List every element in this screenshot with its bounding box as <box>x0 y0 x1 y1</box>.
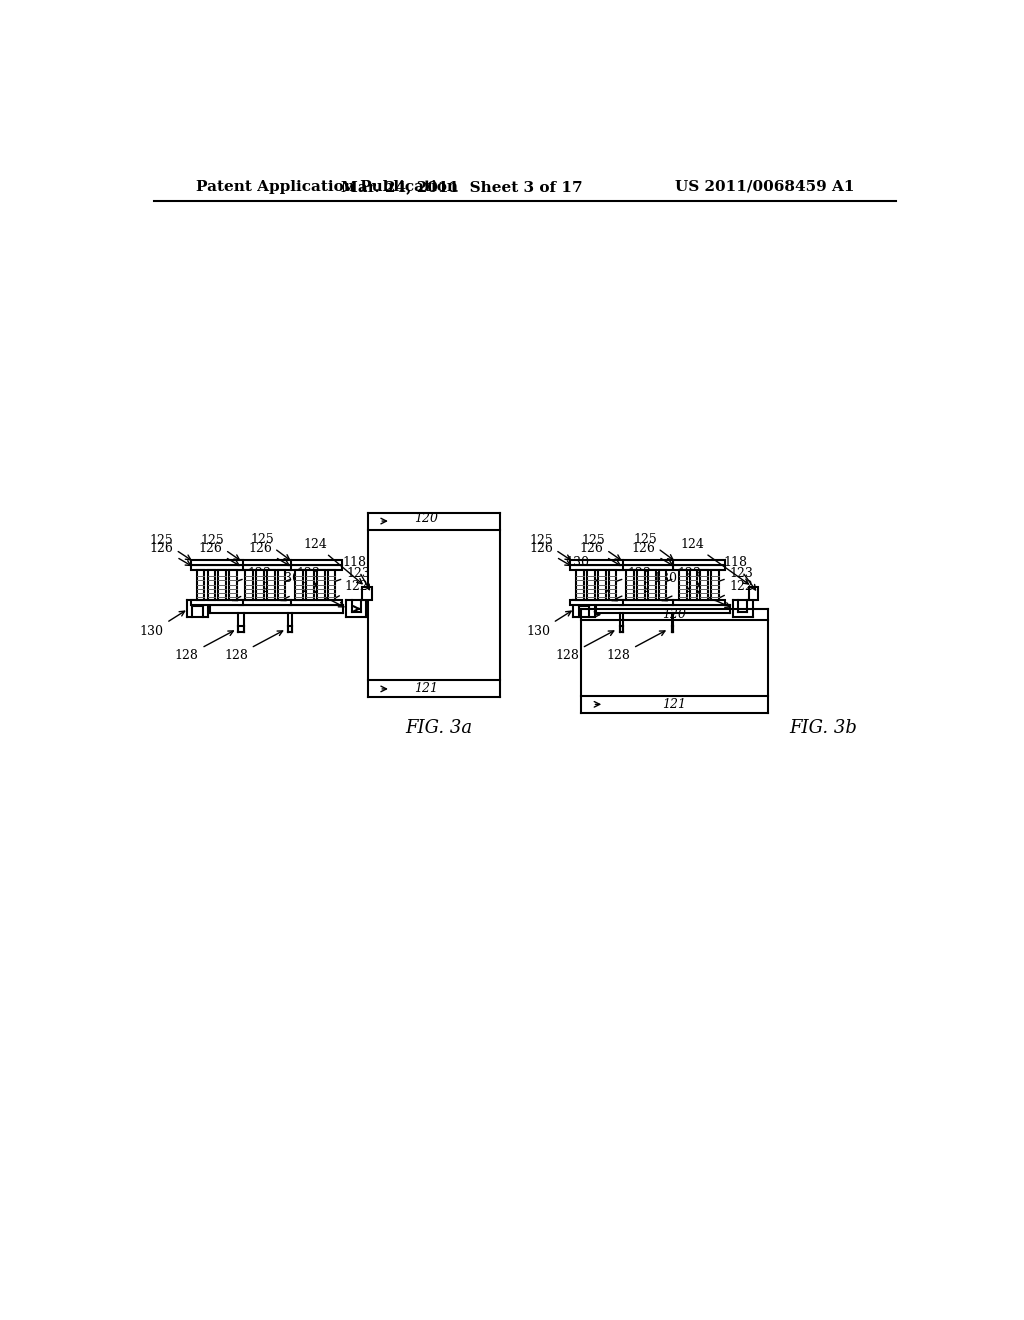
Bar <box>700 570 708 599</box>
Text: 126: 126 <box>632 543 673 565</box>
Text: 130: 130 <box>565 556 617 599</box>
Bar <box>362 586 372 601</box>
Bar <box>246 570 253 599</box>
Bar <box>267 570 274 599</box>
Text: FIG. 3a: FIG. 3a <box>406 719 472 737</box>
Bar <box>621 560 673 565</box>
Text: 125: 125 <box>582 535 621 560</box>
Text: 122: 122 <box>281 582 318 601</box>
Bar <box>229 570 237 599</box>
Bar <box>570 560 623 565</box>
Text: 124: 124 <box>303 537 362 583</box>
Text: 122: 122 <box>612 582 651 601</box>
Bar <box>598 570 605 599</box>
Text: 125: 125 <box>634 533 673 560</box>
Text: 128: 128 <box>224 631 283 663</box>
Text: 125: 125 <box>150 535 190 560</box>
Text: 128: 128 <box>555 631 613 663</box>
Text: 125: 125 <box>200 535 240 560</box>
Bar <box>256 570 264 599</box>
Bar <box>316 570 325 599</box>
Bar <box>197 570 205 599</box>
Text: 126: 126 <box>150 543 190 565</box>
Text: 124: 124 <box>681 537 749 583</box>
Text: 123: 123 <box>230 566 271 585</box>
Text: 122: 122 <box>662 582 701 601</box>
Text: 123: 123 <box>712 566 754 585</box>
Text: 126: 126 <box>580 543 621 565</box>
Bar <box>621 599 673 605</box>
Text: 121: 121 <box>415 682 438 696</box>
Text: 125: 125 <box>250 533 290 560</box>
Bar <box>673 560 725 565</box>
Bar <box>658 570 667 599</box>
Bar <box>289 565 342 570</box>
Bar <box>190 599 243 605</box>
Bar <box>328 570 336 599</box>
Bar <box>570 599 623 605</box>
Text: US 2011/0068459 A1: US 2011/0068459 A1 <box>675 180 854 194</box>
Bar <box>749 586 758 601</box>
Bar <box>218 570 226 599</box>
Text: 118: 118 <box>724 556 756 590</box>
Text: Patent Application Publication: Patent Application Publication <box>196 180 458 194</box>
Text: 128: 128 <box>175 631 233 663</box>
Bar <box>208 570 215 599</box>
Text: 120: 120 <box>663 609 686 622</box>
Text: FIG. 3b: FIG. 3b <box>790 719 857 737</box>
Bar <box>587 570 595 599</box>
Bar <box>190 565 243 570</box>
Bar <box>621 565 673 570</box>
Bar <box>679 570 686 599</box>
Bar <box>240 565 292 570</box>
Bar <box>240 599 292 605</box>
Text: 130: 130 <box>139 611 184 639</box>
Text: 122: 122 <box>331 581 369 601</box>
Text: 130: 130 <box>275 572 344 607</box>
Text: 123: 123 <box>609 566 651 585</box>
Bar <box>190 560 243 565</box>
Bar <box>278 570 286 599</box>
Text: 126: 126 <box>199 543 240 565</box>
Text: 123: 123 <box>329 566 370 585</box>
Bar <box>627 570 634 599</box>
Bar <box>240 560 292 565</box>
Text: 128: 128 <box>606 631 665 663</box>
Text: 126: 126 <box>529 543 570 565</box>
Text: 130: 130 <box>526 611 571 639</box>
Text: Mar. 24, 2011  Sheet 3 of 17: Mar. 24, 2011 Sheet 3 of 17 <box>341 180 583 194</box>
Bar <box>306 570 313 599</box>
Bar <box>673 565 725 570</box>
Bar <box>577 570 584 599</box>
Bar <box>648 570 655 599</box>
Bar <box>289 599 342 605</box>
Bar <box>570 565 623 570</box>
Text: 120: 120 <box>415 512 438 525</box>
Bar <box>711 570 719 599</box>
Bar <box>637 570 645 599</box>
Text: 123: 123 <box>659 566 701 585</box>
Bar <box>295 570 303 599</box>
Bar <box>608 570 616 599</box>
Bar <box>289 560 342 565</box>
Text: 130: 130 <box>653 572 730 607</box>
Text: 121: 121 <box>663 698 686 711</box>
Text: 123: 123 <box>279 566 319 585</box>
Text: 125: 125 <box>529 535 570 560</box>
Text: 122: 122 <box>232 582 269 601</box>
Text: 122: 122 <box>715 581 754 601</box>
Text: 118: 118 <box>342 556 370 590</box>
Bar <box>673 599 725 605</box>
Text: 126: 126 <box>249 543 290 565</box>
Bar <box>689 570 697 599</box>
